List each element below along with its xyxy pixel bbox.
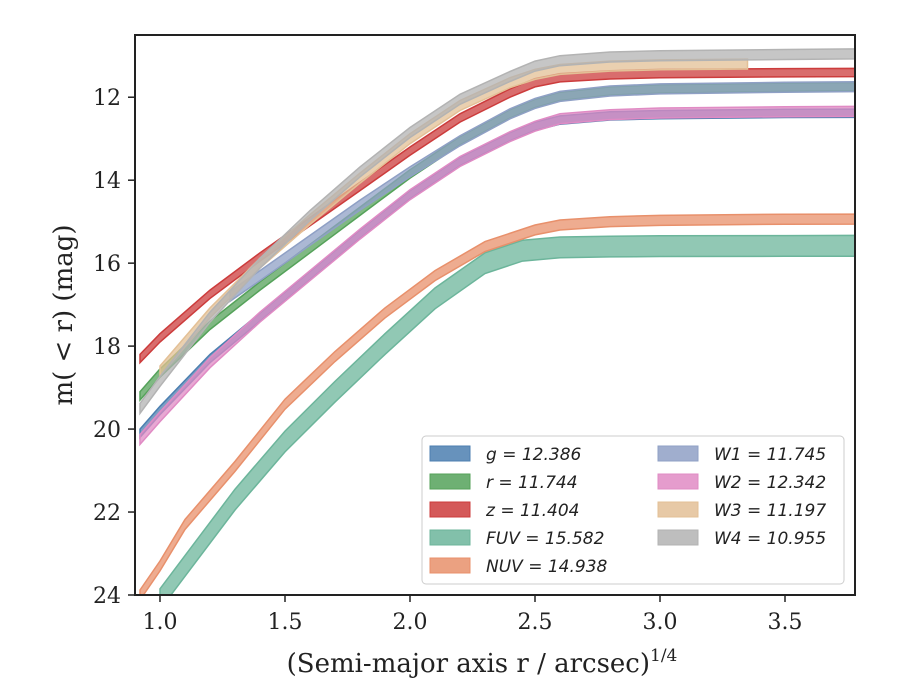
x-axis-label: (Semi-major axis r / arcsec)1/4: [287, 646, 678, 679]
y-tick-label: 12: [93, 86, 121, 111]
x-tick-label: 1.5: [268, 610, 303, 635]
legend-item: W2 = 12.342: [657, 473, 826, 493]
legend-item: z = 11.404: [429, 501, 579, 521]
legend-swatch: [657, 529, 699, 546]
legend-box: [421, 435, 845, 585]
series-8: [139, 48, 855, 416]
y-axis: 12 14 16 18 20 22 24: [93, 86, 135, 609]
x-tick-label: 2.0: [393, 610, 428, 635]
legend-label: NUV = 14.938: [486, 557, 608, 577]
x-tick-label: 3.0: [643, 610, 678, 635]
series-5: [229, 80, 855, 303]
series-4: [139, 213, 855, 595]
legend-item: g = 12.386: [429, 445, 582, 465]
legend-swatch: [429, 529, 471, 546]
legend-swatch: [657, 501, 699, 518]
legend: g = 12.386 r = 11.744 z = 11.404 FUV = 15.5…: [421, 435, 845, 585]
legend-label: FUV = 15.582: [486, 529, 604, 549]
x-axis: 1.0 1.5 2.0 2.5 3.0 3.5: [143, 595, 803, 635]
y-tick-label: 24: [93, 584, 121, 609]
legend-item: W1 = 11.745: [657, 445, 826, 465]
legend-swatch: [657, 445, 699, 462]
y-axis-label: m( < r) (mag): [49, 224, 79, 405]
x-tick-label: 1.0: [143, 610, 178, 635]
legend-swatch: [429, 473, 471, 490]
plot-frame: [134, 34, 856, 596]
legend-swatch: [429, 557, 471, 574]
legend-label: r = 11.744: [486, 473, 578, 493]
legend-swatch: [657, 473, 699, 490]
legend-label: W1 = 11.745: [714, 445, 826, 465]
series-band: [229, 80, 855, 303]
series-layer: [139, 48, 855, 595]
x-axis-label-exponent: 1/4: [650, 646, 677, 666]
x-tick-label: 2.5: [518, 610, 553, 635]
series-6: [139, 105, 855, 447]
legend-swatch: [429, 445, 471, 462]
legend-item: r = 11.744: [429, 473, 578, 493]
y-tick-label: 20: [93, 418, 121, 443]
series-band: [159, 234, 855, 595]
y-tick-label: 22: [93, 501, 121, 526]
legend-item: NUV = 14.938: [429, 557, 608, 577]
legend-label: g = 12.386: [486, 445, 582, 465]
legend-label: W4 = 10.955: [714, 529, 826, 549]
series-band: [139, 105, 855, 447]
legend-label: W3 = 11.197: [714, 501, 826, 521]
series-band: [139, 213, 855, 595]
series-3: [159, 234, 855, 595]
y-tick-label: 14: [93, 169, 121, 194]
y-tick-label: 16: [93, 252, 121, 277]
x-tick-label: 3.5: [768, 610, 803, 635]
series-band: [139, 48, 855, 416]
legend-item: W4 = 10.955: [657, 529, 826, 549]
y-tick-label: 18: [93, 335, 121, 360]
legend-swatch: [429, 501, 471, 518]
x-axis-label-text: (Semi-major axis r / arcsec): [287, 649, 650, 679]
legend-item: W3 = 11.197: [657, 501, 826, 521]
legend-item: FUV = 15.582: [429, 529, 604, 549]
legend-label: z = 11.404: [485, 501, 579, 521]
legend-label: W2 = 12.342: [714, 473, 826, 493]
